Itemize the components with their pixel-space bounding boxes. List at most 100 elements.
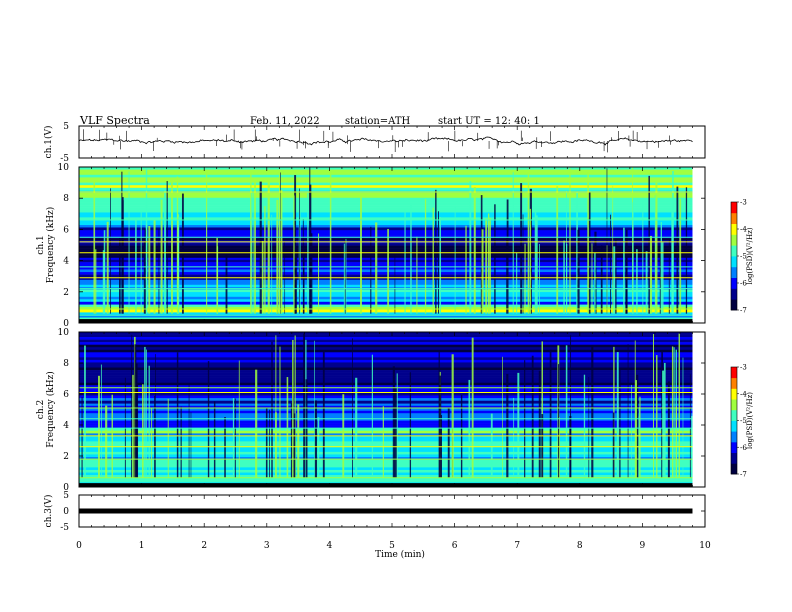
ch2spec-sferic [460,395,463,478]
ch1spec-band [79,197,693,201]
ch2spec-sferic [689,374,691,478]
ch1spec-sferic [676,186,679,314]
ch1spec-band [79,248,693,251]
cb2-swatch [731,415,737,418]
ch2spec-band [79,477,693,481]
cb2-swatch [731,393,737,396]
ch2spec-band [79,364,693,368]
ch2spec-sferic [134,344,137,478]
cb1-swatch [731,279,737,282]
cb2-swatch [731,436,737,439]
ch2spec-band [79,342,693,345]
ch1-ylabel: ch.1(V) [43,126,54,159]
ch1spec-sferic [610,214,612,314]
ch2spec-sferic [541,341,543,478]
ch1spec-sferic [485,218,488,314]
ch2spec-sferic [631,384,632,478]
ch2spec-ytick-label: 4 [63,421,69,431]
ch2spec-band [79,454,693,458]
ch1spec-band [79,210,693,213]
ch2spec-sferic [570,335,572,478]
cb2-swatch [731,404,737,407]
ch1spec-sferic [370,226,372,314]
cb1-swatch [731,281,737,284]
ch1spec-band [79,282,693,286]
ch2spec-band [79,380,693,384]
ch2spec-sferic [207,361,210,478]
ch2spec-band [79,423,693,426]
ch1spec-channel-label: ch.1 [36,235,46,254]
ch2spec-band [79,372,693,376]
ch1spec-ytick-label: 6 [63,225,69,235]
ch2spec-sferic [275,335,277,478]
ch1spec-sferic [303,252,305,314]
cb2-swatch [731,440,737,443]
ch2spec-band [79,387,693,391]
ch2spec-sferic [382,406,384,478]
ch1spec-sferic [404,209,406,314]
cb2-swatch [731,367,737,370]
ch1spec-sferic [671,211,674,314]
ch2spec-sferic [297,404,300,478]
ch2spec-sferic [409,372,412,478]
ch2spec-sferic [84,345,86,478]
ch2spec-band [79,438,693,442]
cb2-swatch [731,429,737,432]
ch1spec-sferic [632,202,634,314]
cb2-swatch [731,395,737,398]
ch1spec-ytick-label: 10 [58,163,70,173]
ch1spec-band [79,238,693,241]
ch1spec-band [79,195,693,199]
ch2spec-sferic [565,345,568,478]
ch1spec-sferic [685,187,688,314]
ch1spec-sferic [527,171,530,314]
cb1-swatch [731,232,737,235]
ch1spec-sferic [432,207,434,314]
ch1spec-sferic [591,243,593,314]
ch1spec-sferic [512,172,514,314]
time-tick-label: 6 [452,541,458,551]
cb1-swatch [731,297,737,300]
cb1-tick-label: -3 [740,199,747,207]
cb1-tick-label: -6 [740,280,747,288]
ch1spec-sferic [625,229,628,314]
ch2spec-sferic [638,407,640,478]
ch1spec-band [79,172,693,176]
ch1spec-sferic [181,193,184,314]
ch2spec-sferic [292,339,294,478]
ch2spec-band [79,413,693,416]
ch2spec-sferic [314,400,318,478]
ch1spec-band [79,212,693,216]
ch2spec-band [79,403,693,407]
ch1spec-sferic [494,204,496,314]
ch2spec-sferic [635,380,638,478]
ch1spec-band [79,187,693,191]
ch1spec-sferic [119,237,121,314]
cb1-swatch [731,221,737,224]
ch1spec-sferic [267,178,270,314]
ch1spec-sferic [524,243,526,314]
cb2-swatch [731,422,737,425]
ch1spec-sferic [95,249,97,314]
cb1-swatch [731,290,737,293]
ch1spec-sferic [416,236,418,314]
ch2spec-sferic [224,417,226,478]
ch1spec-sferic [487,213,490,314]
ch2spec-band [79,357,693,361]
ch1spec-sferic [613,246,616,314]
ch1spec-band [79,180,693,183]
ch2spec-sferic [549,349,552,478]
cb1-swatch [731,225,737,228]
ch1spec-sferic [563,240,565,314]
cb2-swatch [731,390,737,393]
time-axis-label: Time (min) [375,549,425,560]
cb2-swatch [731,368,737,371]
ch2spec-band [79,382,693,386]
cb1-swatch [731,229,737,232]
ch2spec-band [79,444,693,447]
ch2spec-band [79,339,693,343]
ch1spec-band [79,266,693,270]
cb1-swatch [731,245,737,248]
cb2-swatch [731,406,737,409]
cb1-swatch [731,299,737,302]
